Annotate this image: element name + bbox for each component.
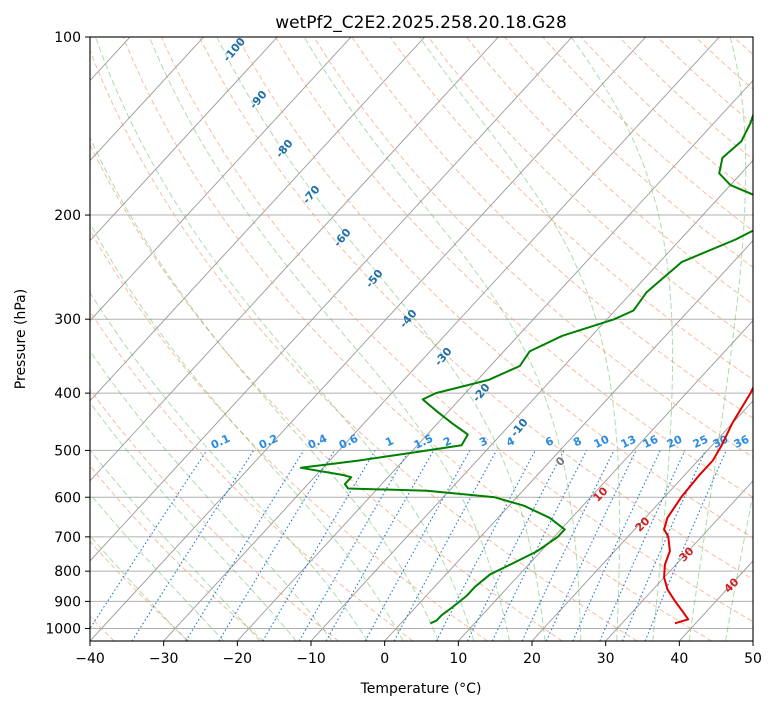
x-tick-label: −20 <box>223 651 253 667</box>
x-tick-label: −10 <box>296 651 326 667</box>
x-tick-label: 0 <box>380 651 389 667</box>
isotherm-line <box>90 37 278 242</box>
x-tick-label: 30 <box>597 651 615 667</box>
profile-series <box>299 112 753 625</box>
mixing-ratio-line <box>185 450 305 641</box>
moist-adiabat-line <box>688 37 747 641</box>
mixing-ratio-line <box>131 450 255 641</box>
plot-area: -100-90-80-70-60-50-40-30-20-10010203040… <box>90 37 753 641</box>
x-tick-label: −40 <box>75 651 105 667</box>
y-tick-label: 900 <box>54 594 81 610</box>
isotherm-line <box>90 37 205 162</box>
dry-adiabat-line <box>351 37 753 419</box>
plot-frame <box>89 36 754 642</box>
x-tick-label: 40 <box>670 651 688 667</box>
isotherm-line <box>90 37 647 641</box>
dry-adiabat-line <box>90 465 264 641</box>
moist-adiabat-line <box>570 37 674 641</box>
isotherm-line <box>237 79 753 641</box>
isotherm-line <box>458 320 753 641</box>
skewed-isotherms <box>90 37 753 641</box>
mixing-ratio-label: 20 <box>665 433 685 451</box>
moist-adiabat-line <box>90 222 404 641</box>
dry-adiabat-line <box>90 310 414 641</box>
y-tick-label: 500 <box>54 443 81 459</box>
isotherm-line <box>384 239 753 641</box>
mixing-ratio-line <box>467 450 565 641</box>
isotherm-line <box>90 37 573 562</box>
mixing-ratio-label: 16 <box>641 433 661 451</box>
chart-title: wetPf2_C2E2.2025.258.20.18.G28 <box>275 13 567 33</box>
mixing-ratio-line <box>491 450 588 641</box>
x-tick-label: 50 <box>744 651 762 667</box>
y-tick-label: 1000 <box>45 621 81 637</box>
mixing-ratio-label: 25 <box>691 433 710 451</box>
mixing-ratio-line <box>325 450 435 641</box>
isotherm-line <box>90 37 352 322</box>
y-tick-label: 700 <box>54 530 81 546</box>
dry-adiabat-line <box>160 37 753 623</box>
x-tick-label: −30 <box>149 651 179 667</box>
y-axis-ticks: 100 200 300 400 500 600 700 800 900 1000 <box>45 30 90 637</box>
x-axis-label: Temperature (°C) <box>360 681 482 697</box>
y-tick-label: 300 <box>54 312 81 328</box>
moist-adiabat-line <box>216 37 546 641</box>
moist-adiabat-line <box>90 402 297 641</box>
moist-adiabat-line <box>90 492 225 641</box>
isotherm-line <box>605 480 753 641</box>
dry-adiabat-line <box>122 37 712 641</box>
dry-adiabat-line <box>389 37 753 381</box>
moist-adiabat-line <box>95 37 475 641</box>
mixing-ratio-label: 10 <box>592 433 612 451</box>
y-tick-label: 200 <box>54 208 81 224</box>
mixing-ratio-lines <box>90 450 727 641</box>
y-axis-label: Pressure (hPa) <box>13 289 29 389</box>
y-tick-label: 800 <box>54 564 81 580</box>
dry-adiabat-line <box>275 37 753 498</box>
moist-adiabat-line <box>90 448 261 641</box>
dry-adiabats <box>90 37 753 641</box>
moist-adiabat-line <box>90 534 188 641</box>
mixing-ratio-line <box>90 450 208 630</box>
dry-adiabat-line <box>237 37 753 539</box>
mixing-ratio-label: 13 <box>619 433 638 451</box>
isotherm-line <box>310 159 753 641</box>
mixing-ratio-label: 36 <box>732 433 752 451</box>
isotherm-line <box>90 37 426 402</box>
dewpoint-profile-line <box>299 112 753 625</box>
x-tick-label: 20 <box>523 651 541 667</box>
moist-adiabat-line <box>148 37 510 641</box>
mixing-ratio-line <box>599 450 686 641</box>
dry-adiabat-line <box>90 143 563 641</box>
dry-adiabat-line <box>466 37 753 305</box>
y-tick-label: 600 <box>54 490 81 506</box>
mixing-ratio-line <box>644 450 727 641</box>
x-axis-ticks: −40 −30 −20 −10 0 10 20 30 40 50 <box>75 641 762 667</box>
isotherm-line <box>90 37 499 482</box>
mixing-ratio-line <box>621 450 706 641</box>
moist-adiabat-line <box>90 291 369 641</box>
dry-adiabat-line <box>198 37 753 580</box>
mixing-ratio-line <box>218 450 335 641</box>
y-tick-label: 400 <box>54 386 81 402</box>
mixing-ratio-line <box>364 450 471 641</box>
mixing-ratio-line <box>393 450 497 641</box>
mixing-ratio-line <box>572 450 661 641</box>
temperature-profile-line <box>663 385 753 625</box>
moist-adiabat-line <box>90 136 439 641</box>
x-tick-label: 10 <box>449 651 467 667</box>
moist-adiabat-line <box>419 37 621 641</box>
y-tick-label: 100 <box>54 30 81 46</box>
isotherm-line <box>163 37 720 641</box>
isotherm-line <box>531 400 753 641</box>
dry-adiabat-line <box>90 48 638 641</box>
